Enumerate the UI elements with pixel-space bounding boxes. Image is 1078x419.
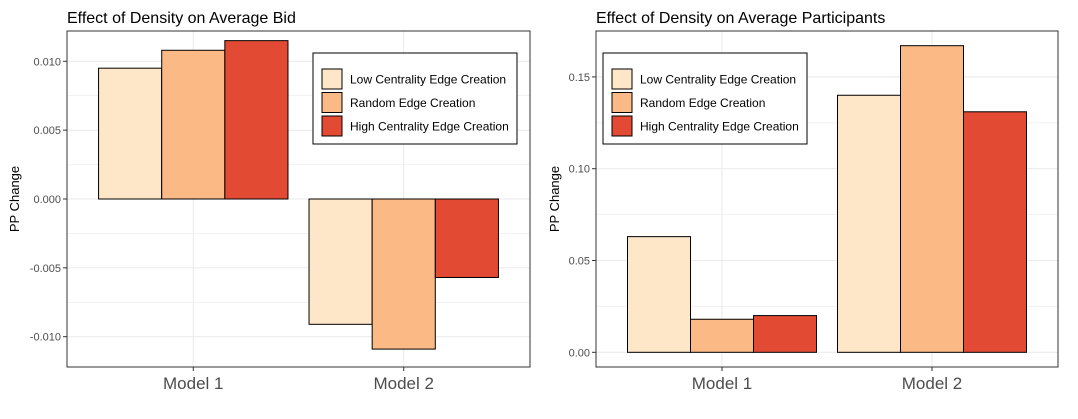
bar-high-2 [963,111,1027,353]
legend-label: High Centrality Edge Creation [640,120,799,134]
x-tick-label: Model 1 [692,374,752,393]
bar-random-2 [900,45,964,353]
y-tick-label: 0.000 [33,194,61,206]
y-axis-label: PP Change [7,166,22,232]
legend-swatch-high [611,115,633,137]
legend-swatch-low [321,68,343,90]
y-tick-label: 0.010 [33,56,61,68]
chart-panel-2: 0.00 0.05 0.10 0.15 Model 1 Model 2 Effect of … [547,10,1059,393]
bar-random-1 [690,318,754,353]
legend-swatch-high [321,115,343,137]
legend-swatch-random [321,92,343,113]
bar-low-1 [627,236,691,353]
bar-low-2 [837,94,901,353]
x-tick-label: Model 2 [373,374,433,393]
legend-label: Low Centrality Edge Creation [640,73,796,87]
y-tick-label: 0.15 [569,72,590,84]
legend: Low Centrality Edge Creation Random Edge … [312,52,518,145]
legend-label: High Centrality Edge Creation [350,120,509,134]
legend-swatch-low [611,68,633,90]
bar-high-1 [224,40,289,200]
panel-border [595,30,1059,368]
y-tick-label: -0.005 [30,263,61,275]
chart-panel-1: -0.010 -0.005 0.000 0.005 0.010 Model 1 Model … [7,10,531,393]
y-axis-label: PP Change [547,166,562,232]
bar-random-2 [371,198,436,350]
bar-high-2 [434,198,499,278]
legend-swatch-random [611,92,633,113]
y-tick-label: -0.010 [30,332,61,344]
x-tick-label: Model 1 [163,374,223,393]
x-tick-label: Model 2 [902,374,962,393]
y-tick-label: 0.00 [569,347,590,359]
legend-label: Random Edge Creation [640,96,765,110]
bar-low-2 [308,198,373,325]
y-tick-label: 0.05 [569,256,590,268]
legend: Low Centrality Edge Creation Random Edge … [602,52,808,145]
bar-low-1 [98,67,163,200]
legend-box [602,52,808,145]
chart-title: Effect of Density on Average Bid [67,10,296,27]
bar-high-1 [753,315,817,353]
legend-label: Low Centrality Edge Creation [350,73,506,87]
y-tick-label: 0.005 [33,125,61,137]
legend-box [312,52,518,145]
bar-random-1 [161,49,226,200]
legend-label: Random Edge Creation [350,96,475,110]
chart-title: Effect of Density on Average Participant… [596,10,885,27]
y-tick-label: 0.10 [569,164,590,176]
